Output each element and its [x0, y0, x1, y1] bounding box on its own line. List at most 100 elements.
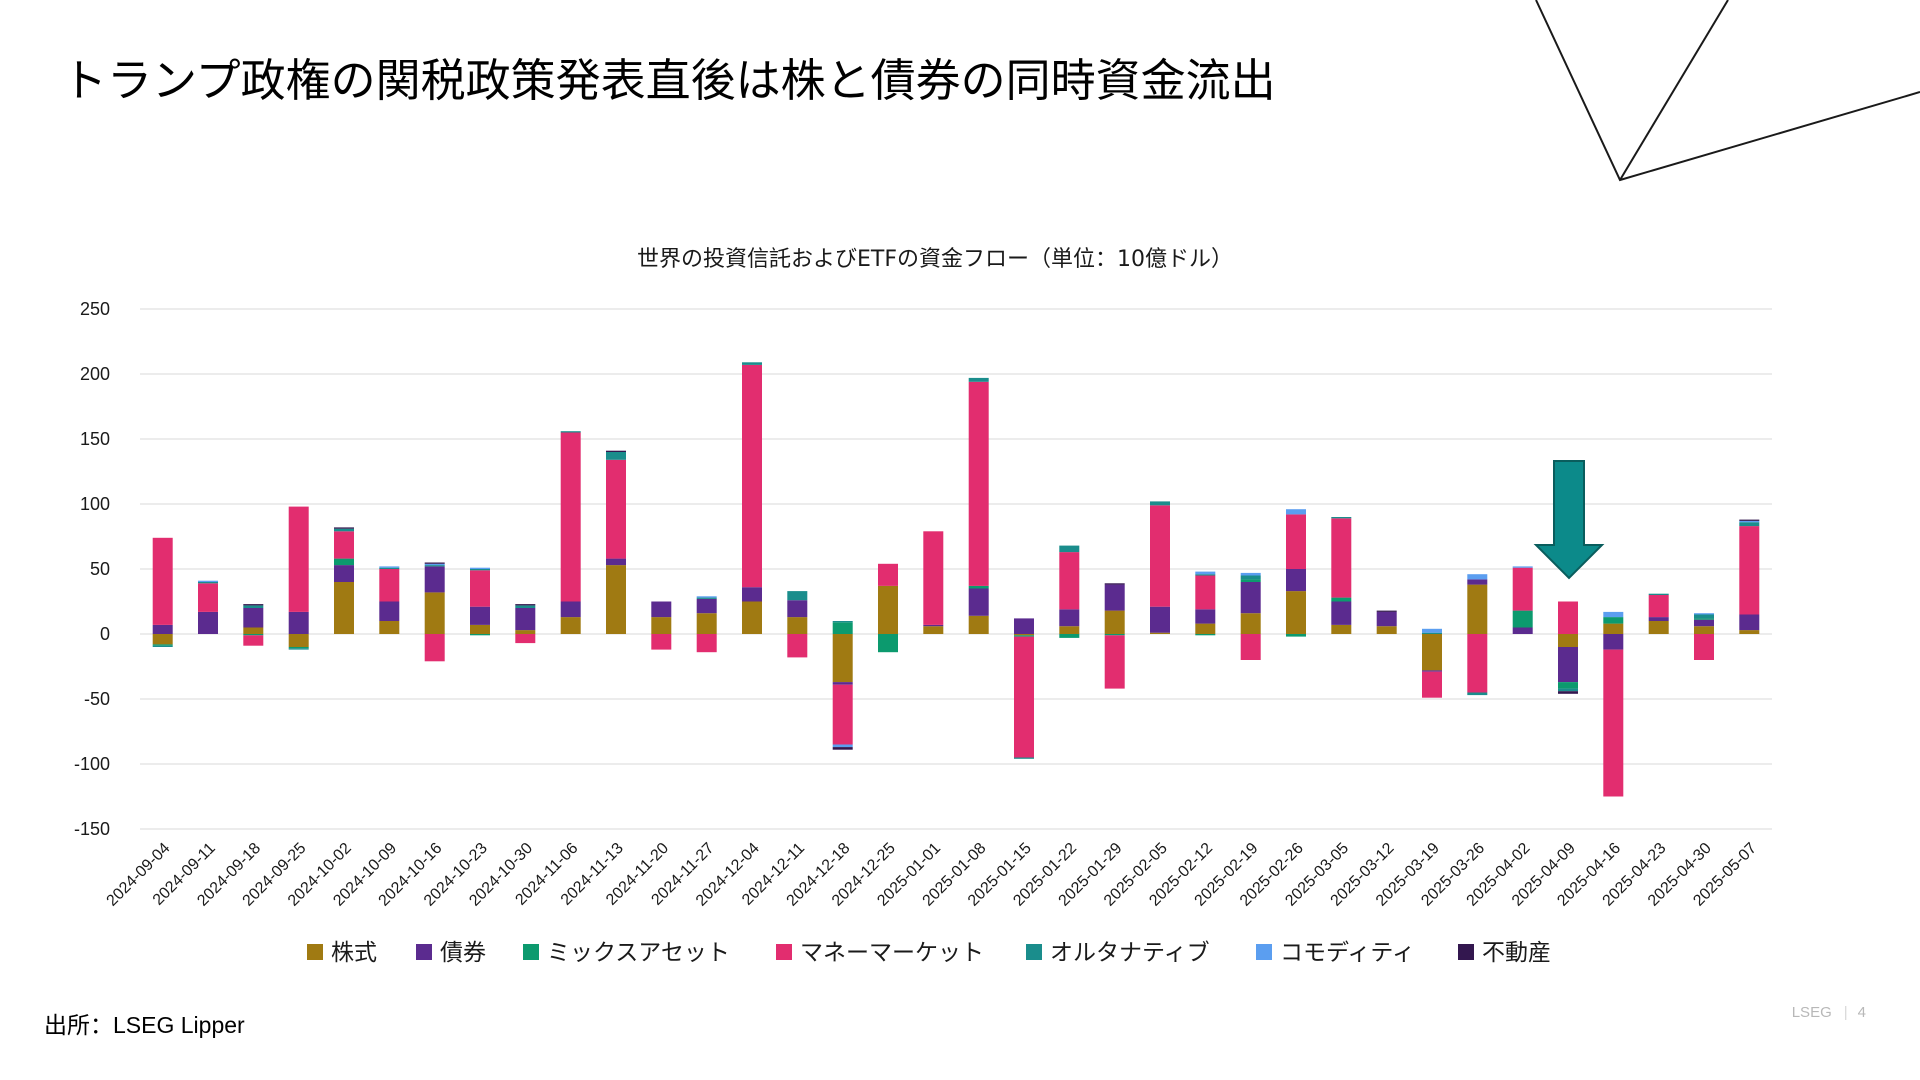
bar-segment [1240, 575, 1261, 580]
bar-segment [742, 364, 762, 588]
bar-segment [832, 634, 853, 683]
y-tick-label: -50 [84, 689, 110, 709]
bar-segment [152, 624, 173, 634]
slide-title: トランプ政権の関税政策発表直後は株と債券の同時資金流出 [62, 54, 1276, 107]
bar-segment [243, 635, 264, 646]
bar-segment [515, 604, 536, 606]
bar-segment [968, 615, 989, 634]
bar-segment [288, 611, 309, 634]
bar-segment [1467, 584, 1488, 634]
bar-segment [1240, 582, 1261, 614]
bar-segment [1467, 692, 1488, 696]
legend-label: コモディティ [1280, 940, 1415, 966]
bar-segment [832, 621, 853, 623]
bar-segment [334, 558, 354, 566]
y-tick-label: -150 [74, 819, 110, 839]
bar-segment [1467, 579, 1488, 585]
bar-segment [515, 630, 536, 634]
bar-segment [1195, 609, 1216, 624]
y-tick-label: 250 [80, 299, 110, 319]
bar-segment [606, 565, 626, 634]
bar-segment [243, 634, 264, 636]
bar-segment [1195, 634, 1216, 636]
bar-segment [832, 747, 853, 750]
bar-segment [1694, 626, 1714, 634]
legend-label: 債券 [440, 940, 486, 966]
bar-segment [1467, 574, 1488, 580]
bar-segment [1240, 572, 1261, 576]
bar-segment [1739, 520, 1760, 523]
bar-segment [606, 450, 626, 452]
bar-segment [424, 592, 445, 634]
x-axis-ticks: 2024-09-042024-09-112024-09-182024-09-25… [104, 840, 1761, 910]
bar-segment [1558, 601, 1578, 634]
bar-segment [1422, 634, 1442, 671]
bar-segment [243, 605, 264, 608]
bar-segment [651, 601, 672, 618]
legend-label: 不動産 [1482, 940, 1551, 966]
bar-segment [968, 588, 989, 616]
bar-segment [560, 601, 581, 618]
bar-segment [1240, 634, 1261, 660]
bar-segment [1059, 552, 1080, 610]
bar-segment [379, 567, 400, 569]
bar-segment [288, 647, 309, 649]
bar-segment [560, 431, 581, 433]
bar-segment [1059, 626, 1080, 634]
legend-swatch [523, 944, 539, 960]
legend-swatch [1458, 944, 1474, 960]
bar-segment [470, 570, 490, 607]
bar-segment [968, 381, 989, 586]
bar-segment [470, 567, 490, 569]
legend-label: ミックスアセット [547, 940, 730, 966]
fund-flow-chart: 世界の投資信託およびETFの資金フロー（単位：10億ドル） 250 200 150 1… [74, 247, 1772, 966]
bar-segment [1739, 614, 1760, 631]
bar-segment [1150, 606, 1170, 633]
bar-segment [1331, 601, 1352, 625]
bar-segment [334, 565, 354, 582]
bar-segment [243, 627, 264, 634]
bar-segment [1648, 621, 1669, 634]
bar-segment [334, 582, 354, 634]
bar-segment [470, 569, 490, 571]
bar-segment [1331, 597, 1352, 602]
bar-segment [1512, 567, 1533, 611]
bar-segment [560, 432, 581, 602]
bar-segment [1014, 618, 1034, 634]
bar-segment [1195, 571, 1216, 575]
bar-segment [1422, 628, 1442, 633]
bar-segment [152, 537, 173, 625]
bar-segment [1739, 519, 1760, 521]
bar-segment [878, 634, 898, 653]
bar-segment [152, 645, 173, 647]
bar-segment [1422, 671, 1442, 698]
bar-segment [1376, 611, 1397, 627]
legend-label: 株式 [331, 940, 377, 966]
footer-brand: LSEG [1791, 1004, 1832, 1021]
bar-segment [1558, 634, 1578, 647]
bar-segment [379, 621, 400, 634]
bar-segment [696, 598, 717, 614]
bar-segment [1059, 545, 1080, 553]
bar-segment [1739, 522, 1760, 527]
y-tick-label: 100 [80, 494, 110, 514]
bar-segment [696, 597, 717, 599]
bar-segment [1104, 584, 1125, 611]
bar-segment [832, 622, 853, 634]
bar-segment [606, 459, 626, 559]
legend: 株式 債券 ミックスアセット マネーマーケット オルタナティブ コモディティ 不動産 [307, 940, 1551, 966]
bar-segment [1286, 509, 1306, 515]
bar-segment [1694, 618, 1714, 620]
bar-segment [1422, 670, 1442, 672]
bar-segment [968, 377, 989, 382]
bar-segment [1648, 617, 1669, 621]
bar-segment [334, 531, 354, 559]
bar-segment [742, 587, 762, 602]
bar-segment [152, 634, 173, 645]
bar-segment [1331, 624, 1352, 634]
bar-segment [1286, 591, 1306, 634]
bar-segment [334, 527, 354, 529]
bar-segment [1739, 526, 1760, 615]
bar-segment [243, 604, 264, 606]
